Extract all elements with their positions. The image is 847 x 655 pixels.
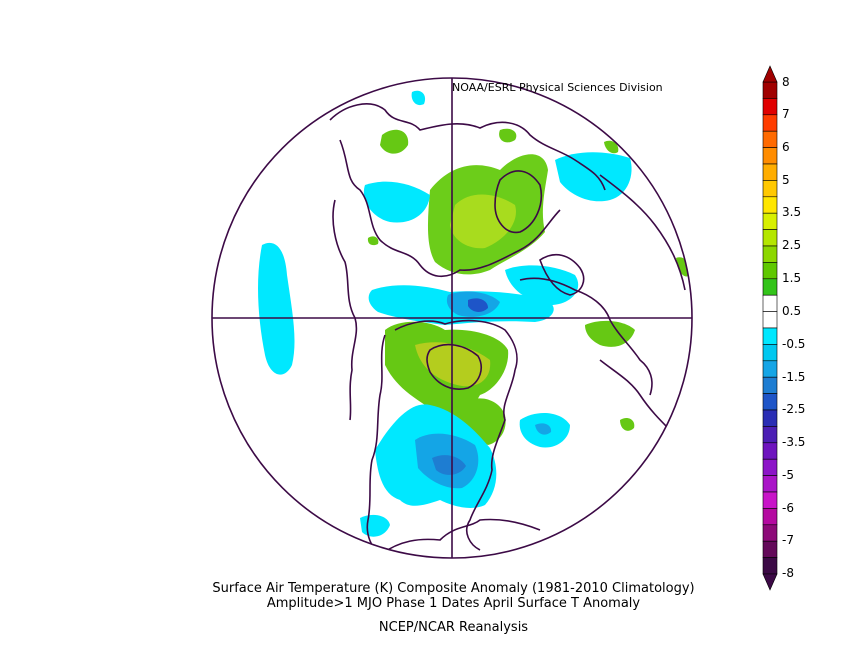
warm-anomaly-arctic-small-2: [499, 128, 517, 143]
colorbar-label: -6: [782, 501, 794, 515]
map-frame: [211, 77, 693, 559]
colorbar-label: -8: [782, 566, 794, 580]
colorbar-label: 2.5: [782, 238, 802, 252]
warm-anomaly-greenland-edge: [604, 140, 619, 154]
colorbar-swatch: [762, 409, 778, 427]
caption-line-1: Surface Air Temperature (K) Composite An…: [212, 581, 695, 596]
cool-anomaly-arctic-small: [411, 90, 426, 106]
colorbar-swatch: [762, 491, 778, 509]
caption-line-3: NCEP/NCAR Reanalysis: [378, 620, 529, 635]
cool-anomaly-north-america-deep: [432, 455, 466, 475]
cool-anomaly-west-siberia: [363, 181, 430, 223]
coast-siberia: [339, 139, 561, 278]
colorbar-swatch: [762, 327, 778, 345]
coast-africa-edge: [599, 359, 671, 431]
coast-eurasia-arctic: [329, 103, 606, 191]
coast-canada-arctic: [394, 319, 518, 371]
colorbar-swatch: [762, 180, 778, 198]
warm-anomaly-siberia-core: [450, 194, 516, 249]
coast-north-america-west: [366, 334, 386, 556]
colorbar-swatch: [762, 311, 778, 329]
colorbar-swatch: [762, 278, 778, 296]
credit-text: NOAA/ESRL Physical Sciences Division: [452, 81, 663, 94]
colorbar-label: 6: [782, 140, 790, 154]
colorbar-swatch: [762, 458, 778, 476]
colorbar-label: -3.5: [782, 435, 806, 449]
cool-anomaly-eurasia-north: [555, 152, 632, 202]
coast-gulf: [379, 518, 541, 556]
colorbar-label: -0.5: [782, 337, 806, 351]
colorbar-swatch: [762, 475, 778, 493]
colorbar-swatch: [762, 114, 778, 132]
colorbar-swatch: [762, 98, 778, 116]
colorbar-swatch: [762, 376, 778, 394]
colorbar-swatch: [762, 163, 778, 181]
colorbar-swatch: [762, 262, 778, 280]
coast-greenland: [494, 170, 542, 234]
colorbar-min-arrow: [762, 573, 778, 591]
coast-north-america-east: [465, 369, 516, 551]
colorbar-label: -5: [782, 468, 794, 482]
coast-hudson-bay: [426, 343, 482, 390]
colorbar-swatch: [762, 540, 778, 558]
warm-anomaly-arctic-small: [380, 129, 409, 154]
warm-anomaly-north-america-east: [469, 398, 506, 445]
colorbar-label: 3.5: [782, 205, 802, 219]
coast-asia-east-edge: [599, 174, 686, 291]
colorbar-swatch: [762, 81, 778, 99]
colorbar-label: 7: [782, 107, 790, 121]
colorbar-swatch: [762, 557, 778, 575]
colorbar-swatch: [762, 508, 778, 526]
colorbar-swatch: [762, 294, 778, 312]
caption-line-2: Amplitude>1 MJO Phase 1 Dates April Surf…: [266, 596, 641, 611]
colorbar-label: -1.5: [782, 370, 806, 384]
coast-europe: [519, 277, 653, 396]
cool-anomaly-atlantic-core: [535, 423, 552, 435]
colorbar-swatch: [762, 245, 778, 263]
warm-anomaly-iceland: [367, 236, 379, 246]
cool-anomaly-central-deep: [468, 298, 488, 312]
colorbar-swatch: [762, 426, 778, 444]
colorbar-swatch: [762, 360, 778, 378]
warm-anomaly-europe: [585, 320, 635, 347]
colorbar-swatch: [762, 229, 778, 247]
cool-anomaly-europe: [505, 265, 579, 305]
colorbar-swatch: [762, 130, 778, 148]
colorbar-swatch: [762, 442, 778, 460]
colorbar-label: 0.5: [782, 304, 802, 318]
colorbar-label: -7: [782, 533, 794, 547]
colorbar-swatch: [762, 393, 778, 411]
colorbar-max-arrow: [762, 65, 778, 83]
colorbar-label: 5: [782, 173, 790, 187]
colorbar-swatch: [762, 344, 778, 362]
colorbar: [762, 65, 778, 591]
coast-scandinavia: [539, 253, 585, 296]
coastlines: [329, 103, 686, 556]
warm-anomaly-atlantic: [620, 417, 635, 431]
colorbar-label: 8: [782, 75, 790, 89]
coast-east-asia: [332, 199, 358, 421]
colorbar-swatch: [762, 212, 778, 230]
colorbar-label: -2.5: [782, 402, 806, 416]
cool-anomaly-pacific: [258, 242, 295, 375]
cool-anomaly-florida: [360, 514, 390, 537]
colorbar-swatch: [762, 147, 778, 165]
anomaly-field: [258, 90, 690, 537]
colorbar-swatch: [762, 524, 778, 542]
colorbar-label: 1.5: [782, 271, 802, 285]
colorbar-swatch: [762, 196, 778, 214]
